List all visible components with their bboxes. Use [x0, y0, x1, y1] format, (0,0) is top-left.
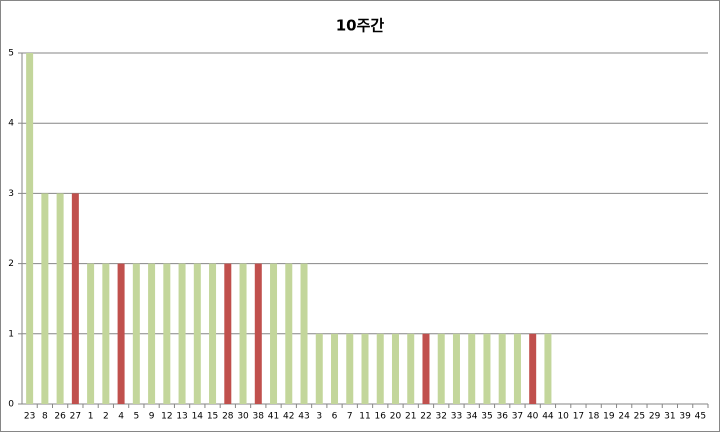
- x-tick-label: 29: [649, 412, 661, 422]
- y-tick-label: 3: [8, 189, 14, 199]
- bar: [422, 333, 430, 404]
- x-tick-label: 35: [481, 412, 492, 422]
- bar: [285, 263, 293, 404]
- x-tick-label: 8: [42, 412, 48, 422]
- x-tick-label: 4: [118, 412, 124, 422]
- bar: [56, 193, 64, 404]
- x-tick-label: 42: [283, 412, 294, 422]
- x-tick-label: 23: [24, 412, 35, 422]
- y-tick-label: 1: [8, 329, 14, 339]
- bar: [254, 263, 262, 404]
- bar: [483, 333, 491, 404]
- x-tick-label: 18: [588, 412, 600, 422]
- bar: [26, 53, 34, 404]
- x-tick-label: 34: [466, 412, 478, 422]
- x-tick-label: 37: [512, 412, 523, 422]
- x-tick-label: 7: [347, 412, 353, 422]
- bar: [544, 333, 552, 404]
- x-tick-label: 44: [542, 412, 554, 422]
- bar: [87, 263, 95, 404]
- bar: [346, 333, 354, 404]
- x-tick-label: 2: [103, 412, 109, 422]
- x-tick-label: 21: [405, 412, 416, 422]
- bar: [376, 333, 384, 404]
- x-tick-label: 40: [527, 412, 539, 422]
- y-tick-label: 2: [8, 259, 14, 269]
- bar: [41, 193, 49, 404]
- bar: [315, 333, 323, 404]
- x-tick-label: 20: [390, 412, 402, 422]
- chart-title: 10주간: [336, 17, 385, 35]
- x-tick-label: 12: [161, 412, 172, 422]
- bar: [452, 333, 460, 404]
- bar: [270, 263, 278, 404]
- bar: [361, 333, 369, 404]
- x-tick-label: 13: [176, 412, 187, 422]
- x-tick-label: 9: [149, 412, 155, 422]
- bar: [178, 263, 186, 404]
- bar: [498, 333, 506, 404]
- x-tick-label: 31: [664, 412, 675, 422]
- y-tick-label: 4: [8, 119, 14, 129]
- x-tick-label: 24: [618, 412, 630, 422]
- bar: [117, 263, 125, 404]
- y-tick-label: 0: [8, 400, 14, 410]
- x-tick-label: 1: [88, 412, 94, 422]
- x-tick-label: 45: [695, 412, 706, 422]
- bar: [209, 263, 217, 404]
- x-tick-label: 5: [133, 412, 139, 422]
- bar: [71, 193, 79, 404]
- x-tick-label: 10: [557, 412, 569, 422]
- x-tick-label: 39: [679, 412, 691, 422]
- x-tick-label: 26: [54, 412, 66, 422]
- bar: [513, 333, 521, 404]
- bar: [468, 333, 476, 404]
- bar: [239, 263, 247, 404]
- x-tick-label: 32: [435, 412, 446, 422]
- bar: [163, 263, 171, 404]
- x-tick-label: 25: [634, 412, 645, 422]
- bar: [437, 333, 445, 404]
- x-tick-label: 14: [192, 412, 204, 422]
- x-tick-label: 30: [237, 412, 249, 422]
- bar: [407, 333, 415, 404]
- x-tick-label: 16: [375, 412, 387, 422]
- x-tick-label: 33: [451, 412, 462, 422]
- bar: [224, 263, 232, 404]
- x-tick-label: 22: [420, 412, 431, 422]
- bar: [193, 263, 201, 404]
- x-tick-label: 41: [268, 412, 279, 422]
- y-tick-label: 5: [8, 49, 14, 59]
- x-tick-label: 3: [316, 412, 322, 422]
- x-tick-label: 6: [332, 412, 338, 422]
- x-tick-label: 17: [573, 412, 584, 422]
- bar: [300, 263, 308, 404]
- bar: [391, 333, 399, 404]
- bar: [132, 263, 140, 404]
- bar: [331, 333, 339, 404]
- bar: [148, 263, 156, 404]
- x-tick-label: 19: [603, 412, 615, 422]
- x-tick-label: 38: [253, 412, 265, 422]
- bar: [529, 333, 537, 404]
- x-tick-label: 36: [496, 412, 508, 422]
- x-tick-label: 28: [222, 412, 234, 422]
- x-tick-label: 15: [207, 412, 218, 422]
- x-tick-label: 43: [298, 412, 309, 422]
- bar: [102, 263, 110, 404]
- x-tick-label: 27: [70, 412, 81, 422]
- x-tick-label: 11: [359, 412, 370, 422]
